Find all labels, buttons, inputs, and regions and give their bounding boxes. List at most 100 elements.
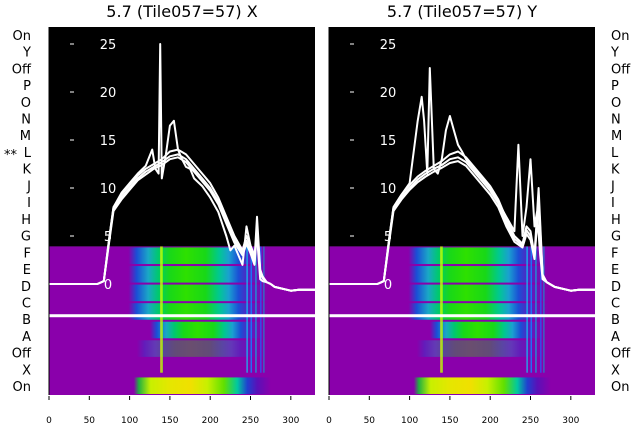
row-label: P bbox=[23, 79, 31, 94]
x-tick-label: 0 bbox=[326, 416, 332, 426]
x-tick-label: 100 bbox=[121, 416, 138, 426]
row-label: N bbox=[21, 113, 31, 128]
row-label: J bbox=[610, 179, 615, 194]
heatmap-stripe bbox=[161, 246, 163, 373]
row-label: On bbox=[611, 29, 629, 44]
row-label: D bbox=[611, 280, 621, 295]
row-label: Off bbox=[12, 347, 32, 362]
heatmap-stripe bbox=[246, 246, 248, 373]
heatmap-row bbox=[113, 340, 269, 357]
heatmap-stripe bbox=[535, 246, 537, 373]
heatmap-row bbox=[103, 266, 269, 283]
heatmap-row bbox=[103, 377, 271, 394]
heatmap-row bbox=[383, 247, 549, 265]
y-tick-label: 20 bbox=[100, 86, 117, 101]
heatmap-rows bbox=[329, 246, 595, 395]
y-tick-label: 0 bbox=[384, 278, 392, 293]
row-label: On bbox=[13, 380, 31, 395]
heatmap-row bbox=[383, 266, 549, 283]
heatmap-stripe bbox=[260, 246, 262, 373]
row-label: E bbox=[23, 263, 31, 278]
baseline-marker bbox=[49, 314, 315, 318]
heatmap-stripe bbox=[441, 246, 443, 373]
heatmap-row bbox=[383, 303, 549, 320]
row-label: M bbox=[20, 129, 31, 144]
heatmap-stripe bbox=[263, 246, 265, 373]
y-tick-label: 25 bbox=[380, 38, 397, 53]
row-label: A bbox=[611, 330, 620, 345]
heatmap-stripe bbox=[160, 246, 162, 373]
heatmap-row bbox=[103, 284, 269, 302]
row-label: F bbox=[611, 246, 618, 261]
row-label: Y bbox=[22, 46, 31, 61]
trace-line bbox=[329, 67, 595, 292]
row-label: H bbox=[611, 213, 621, 228]
row-label: Y bbox=[610, 46, 619, 61]
baseline-marker bbox=[329, 314, 595, 318]
chart-title: 5.7 (Tile057=57) Y bbox=[387, 2, 537, 21]
chart-panel-x: 5.7 (Tile057=57) X OnYOffPONMLKJIHGFEDCB… bbox=[4, 2, 315, 426]
chart-panel-y: 5.7 (Tile057=57) Y OnYOffPONMLKJIHGFEDCB… bbox=[326, 2, 631, 426]
heatmap-stripe bbox=[530, 246, 533, 373]
row-label: I bbox=[27, 196, 31, 211]
x-tick-label: 200 bbox=[202, 416, 219, 426]
x-tick-label: 100 bbox=[401, 416, 418, 426]
y-tick-label: 15 bbox=[380, 134, 397, 149]
heatmap-row bbox=[103, 303, 269, 320]
row-label: B bbox=[611, 313, 620, 328]
trace-lines bbox=[329, 67, 595, 292]
plot-background bbox=[49, 27, 315, 247]
y-tick-label: 25 bbox=[100, 38, 117, 53]
y-tick-label: 10 bbox=[100, 182, 117, 197]
row-label: C bbox=[611, 297, 620, 312]
row-label: A bbox=[22, 330, 31, 345]
marked-row-indicator: ** bbox=[4, 148, 18, 163]
row-label: O bbox=[21, 96, 31, 111]
heatmap-rows bbox=[49, 246, 315, 395]
chart-title: 5.7 (Tile057=57) X bbox=[106, 2, 257, 21]
row-label: P bbox=[611, 79, 619, 94]
heatmap-stripe bbox=[540, 246, 542, 373]
heatmap-row bbox=[383, 377, 551, 394]
y-axis-ticks: 0 5 10 15 20 25 bbox=[70, 38, 116, 293]
x-tick-label: 150 bbox=[441, 416, 458, 426]
row-label: K bbox=[22, 163, 31, 178]
row-label: G bbox=[21, 230, 31, 245]
row-label: G bbox=[611, 230, 621, 245]
x-axis-ticks: 0 50 100 150 200 250 300 bbox=[46, 27, 300, 426]
row-label: X bbox=[22, 363, 31, 378]
row-label: K bbox=[611, 163, 620, 178]
row-label: Off bbox=[12, 62, 32, 77]
y-tick-label: 10 bbox=[380, 182, 397, 197]
row-label: O bbox=[611, 96, 621, 111]
row-label: I bbox=[611, 196, 615, 211]
row-label: F bbox=[24, 246, 31, 261]
x-tick-label: 250 bbox=[242, 416, 259, 426]
heatmap-row bbox=[129, 321, 266, 339]
row-label: M bbox=[611, 129, 622, 144]
row-label: On bbox=[611, 380, 629, 395]
heatmap-stripe bbox=[440, 246, 442, 373]
row-label: D bbox=[21, 280, 31, 295]
x-tick-label: 150 bbox=[161, 416, 178, 426]
x-tick-label: 0 bbox=[46, 416, 52, 426]
row-label: J bbox=[26, 179, 31, 194]
row-label: B bbox=[22, 313, 31, 328]
y-axis-ticks: 0 5 10 15 20 25 bbox=[350, 38, 396, 293]
y-tick-label: 5 bbox=[384, 230, 392, 245]
heatmap-row bbox=[409, 321, 546, 339]
row-label: L bbox=[611, 146, 619, 161]
x-axis-ticks: 0 50 100 150 200 250 300 bbox=[326, 27, 580, 426]
x-tick-label: 300 bbox=[282, 416, 299, 426]
x-tick-label: 300 bbox=[562, 416, 579, 426]
x-tick-label: 250 bbox=[522, 416, 539, 426]
plot-background bbox=[329, 27, 595, 247]
trace-line bbox=[49, 156, 315, 292]
heatmap-stripe bbox=[526, 246, 528, 373]
heatmap-stripe bbox=[250, 246, 253, 373]
x-tick-label: 50 bbox=[364, 416, 376, 426]
row-label: Off bbox=[611, 62, 631, 77]
